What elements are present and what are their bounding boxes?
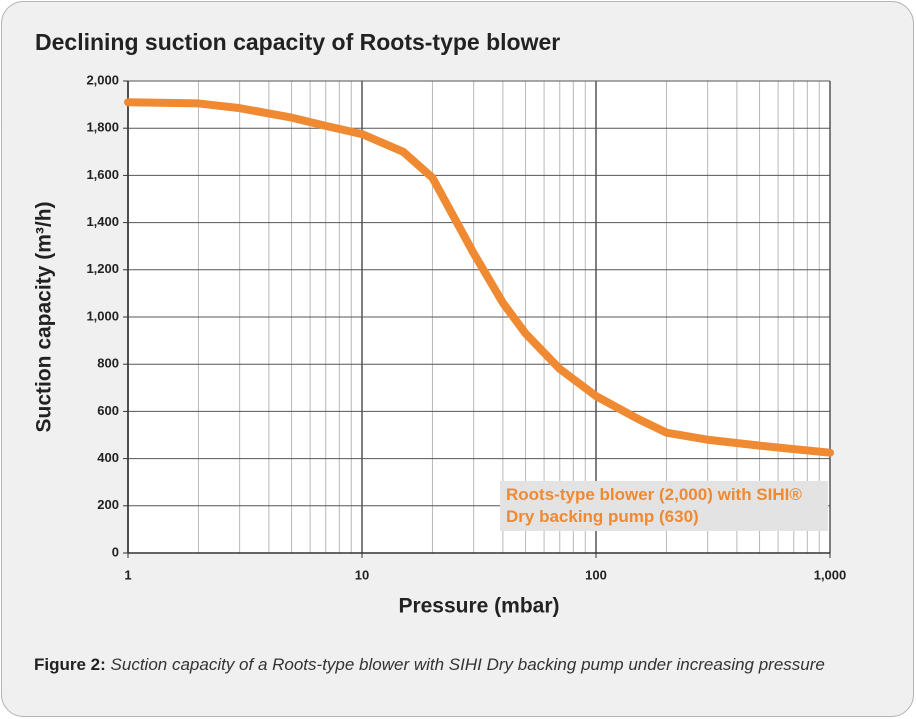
x-tick-label: 100 [585, 567, 607, 582]
x-axis-label: Pressure (mbar) [398, 595, 559, 618]
series-line [124, 98, 834, 457]
x-tick-label: 1,000 [814, 567, 847, 582]
y-axis-label: Suction capacity (m³/h) [33, 201, 56, 432]
y-tick-label: 1,800 [86, 120, 119, 135]
y-tick-label: 600 [97, 403, 119, 418]
y-tick-label: 200 [97, 497, 119, 512]
y-tick-label: 2,000 [86, 72, 119, 87]
caption: Figure 2: Suction capacity of a Roots-ty… [34, 648, 854, 682]
x-tick-label: 10 [355, 567, 369, 582]
y-tick-label: 1,600 [86, 167, 119, 182]
caption-label: Figure 2: [34, 655, 106, 674]
legend: Roots-type blower (2,000) with SIHI® Dry… [500, 481, 828, 531]
y-tick-label: 400 [97, 450, 119, 465]
y-tick-label: 0 [112, 544, 119, 559]
y-tick-label: 1,000 [86, 308, 119, 323]
y-tick-label: 800 [97, 356, 119, 371]
x-tick-label: 1 [124, 567, 131, 582]
chart-title: Declining suction capacity of Roots-type… [35, 29, 560, 55]
caption-text: Suction capacity of a Roots-type blower … [110, 655, 825, 674]
y-tick-label: 1,400 [86, 214, 119, 229]
y-tick-label: 1,200 [86, 261, 119, 276]
